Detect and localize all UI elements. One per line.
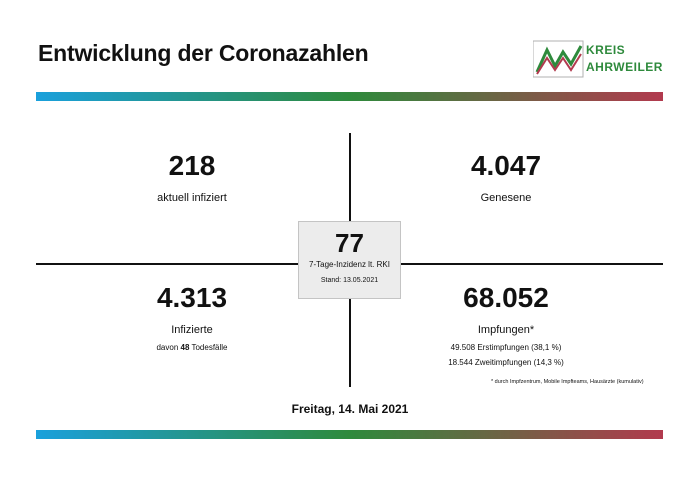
recovered-value: 4.047: [470, 150, 542, 181]
infected-label: Infizierte: [171, 324, 213, 336]
vaccinations-label: Impfungen*: [477, 324, 535, 336]
incidence-box: 77 7-Tage-Inzidenz lt. RKI Stand: 13.05.…: [298, 221, 401, 299]
active-infections-label: aktuell infiziert: [157, 192, 227, 204]
horizontal-divider-left: [36, 263, 298, 265]
report-date: Freitag, 14. Mai 2021: [291, 402, 409, 416]
recovered-label: Genesene: [480, 192, 532, 204]
logo-text-ahrweiler: AHRWEILER: [586, 60, 663, 74]
deaths-line: davon 48 Todesfälle: [62, 343, 322, 352]
incidence-label: 7-Tage-Inzidenz lt. RKI: [309, 260, 390, 269]
deaths-value: 48: [180, 343, 190, 352]
bottom-gradient-bar: [36, 430, 663, 439]
horizontal-divider-right: [401, 263, 663, 265]
page-title: Entwicklung der Coronazahlen: [38, 40, 369, 66]
recovered-stat: 4.047 Genesene: [376, 150, 636, 204]
incidence-stand: Stand: 13.05.2021: [320, 277, 379, 284]
kreis-ahrweiler-logo: KREIS AHRWEILER: [533, 40, 663, 80]
vaccination-footnote: * durch Impfzentrum, Mobile Impfteams, H…: [491, 379, 644, 385]
infected-value: 4.313: [156, 282, 228, 313]
active-infections-stat: 218 aktuell infiziert: [62, 150, 322, 204]
logo-mark-icon: [533, 40, 584, 78]
infected-stat: 4.313 Infizierte davon 48 Todesfälle: [62, 282, 322, 352]
top-gradient-bar: [36, 92, 663, 101]
vaccinations-stat: 68.052 Impfungen* 49.508 Erstimpfungen (…: [376, 282, 636, 367]
second-vaccinations: 18.544 Zweitimpfungen (14,3 %): [448, 358, 564, 367]
active-infections-value: 218: [168, 150, 216, 181]
logo-text-kreis: KREIS: [586, 43, 626, 57]
vaccinations-value: 68.052: [463, 282, 549, 313]
incidence-value: 77: [335, 228, 364, 258]
deaths-suffix: Todesfälle: [191, 343, 228, 352]
first-vaccinations: 49.508 Erstimpfungen (38,1 %): [450, 343, 562, 352]
deaths-prefix: davon: [156, 343, 179, 352]
